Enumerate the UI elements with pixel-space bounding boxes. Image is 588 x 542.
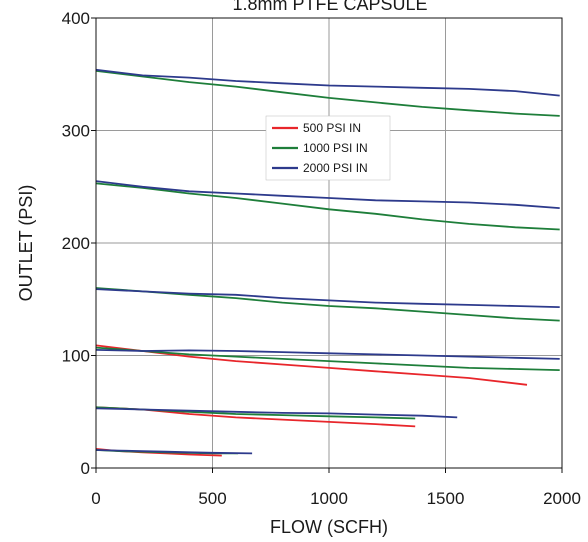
y-tick-label: 400 (62, 9, 90, 28)
legend: 500 PSI IN 1000 PSI IN 2000 PSI IN (265, 115, 391, 181)
x-tick-label: 500 (198, 489, 226, 508)
series-line-3-curve-1 (95, 449, 253, 455)
legend-label: 2000 PSI IN (303, 161, 368, 175)
series-line-3-curve-5 (95, 180, 560, 209)
x-axis-title: FLOW (SCFH) (270, 517, 388, 537)
y-tick-label: 0 (81, 459, 90, 478)
series-line-2-curve-6 (95, 70, 560, 117)
series-line-3-curve-6 (95, 68, 560, 97)
y-axis-title: OUTLET (PSI) (16, 185, 36, 302)
y-tick-label: 200 (62, 234, 90, 253)
x-tick-label: 1500 (427, 489, 465, 508)
y-tick-label: 300 (62, 122, 90, 141)
series-line-3-curve-3 (95, 349, 560, 360)
series-line-3-curve-4 (95, 288, 560, 308)
series-line-2-curve-3 (95, 346, 560, 371)
plot-series (95, 68, 560, 457)
legend-label: 500 PSI IN (303, 121, 361, 135)
y-tick-label: 100 (62, 347, 90, 366)
series-line-2-curve-5 (95, 182, 560, 231)
x-tick-label: 0 (91, 489, 100, 508)
series-line-1-curve-3 (95, 344, 528, 386)
axis-ticks: 0 500 1000 1500 2000 0 100 200 300 400 (62, 9, 581, 508)
x-tick-label: 2000 (543, 489, 581, 508)
x-tick-label: 1000 (310, 489, 348, 508)
legend-label: 1000 PSI IN (303, 141, 368, 155)
chart-title: 1.8mm PTFE CAPSULE (232, 0, 427, 14)
series-line-3-curve-2 (95, 407, 458, 419)
